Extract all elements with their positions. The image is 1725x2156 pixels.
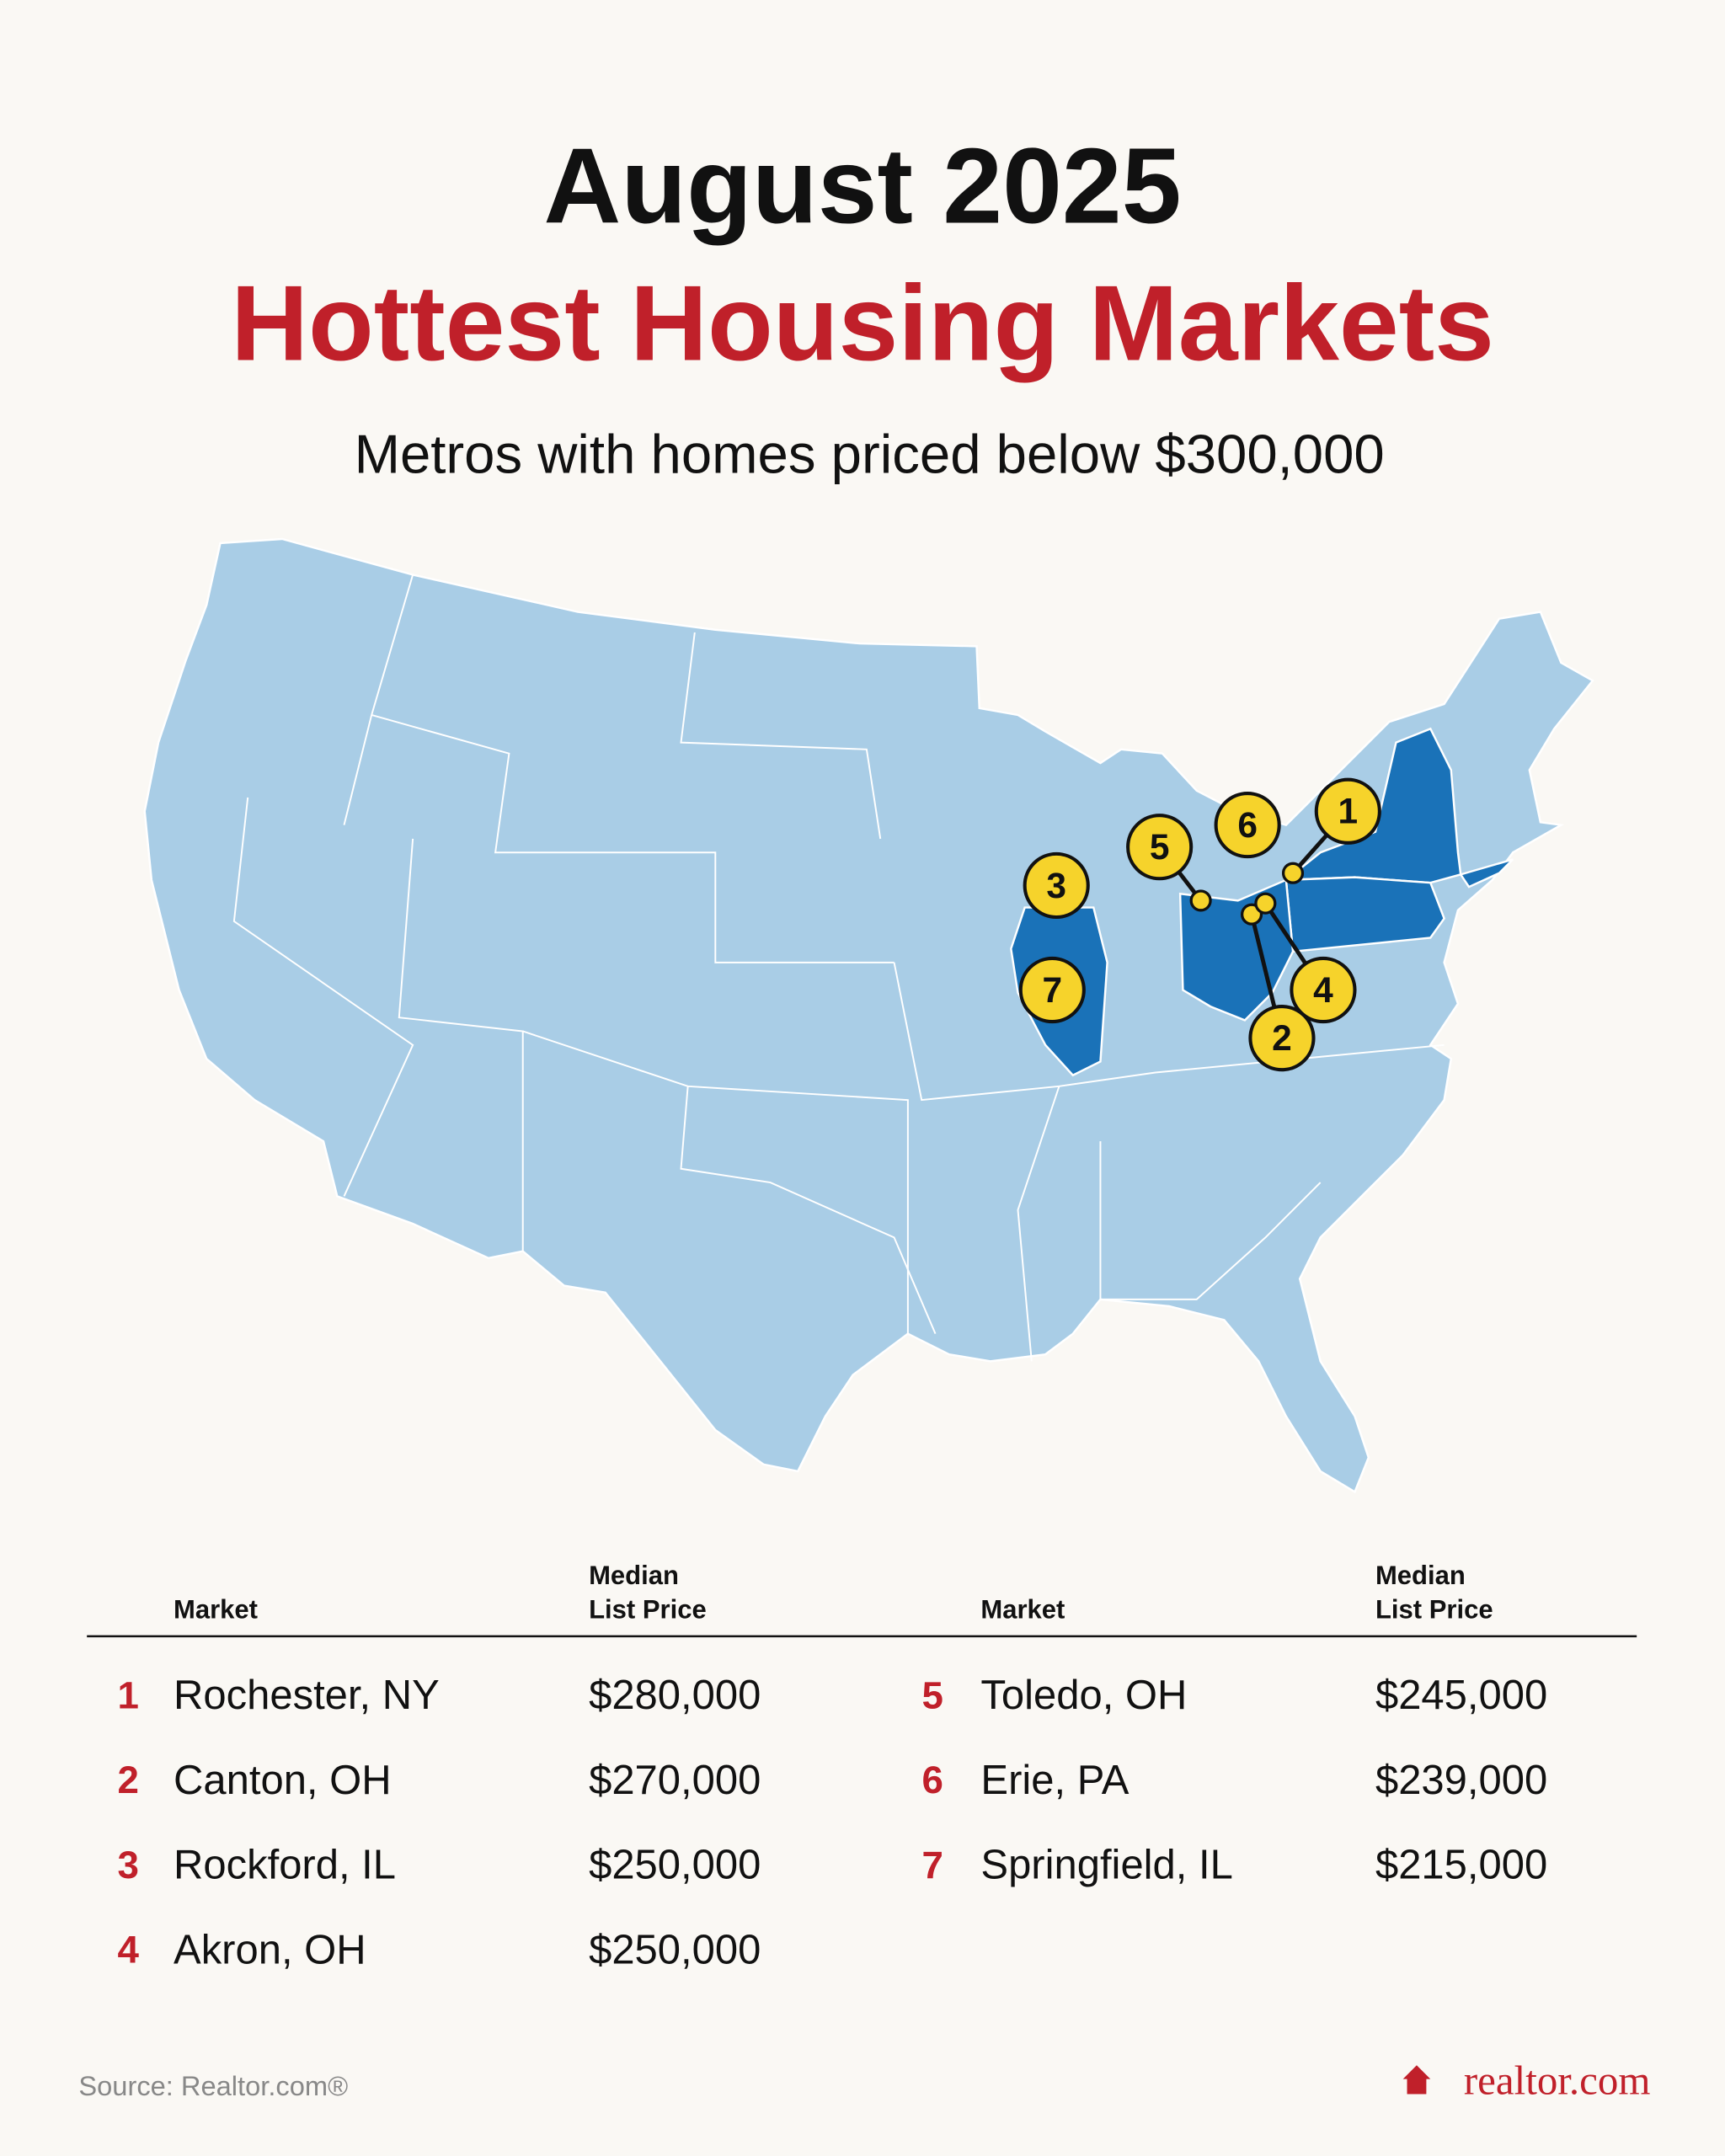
marker-dot (1281, 862, 1305, 884)
row-market: Springfield, IL (980, 1843, 1232, 1888)
marker-badge (1023, 851, 1090, 920)
row-rank: 2 (117, 1758, 138, 1801)
marker-badge (1314, 777, 1381, 845)
row-price: $215,000 (1375, 1843, 1547, 1888)
markers: 1 2 3 4 5 6 7 (1018, 777, 1381, 1072)
state-borders (232, 574, 1445, 1362)
header-price: Median (1375, 1561, 1466, 1590)
row-rank: 7 (922, 1844, 943, 1886)
marker-label: 5 (1150, 827, 1170, 867)
logo: realtor.com (1402, 2057, 1651, 2104)
row-market: Toledo, OH (980, 1673, 1187, 1718)
row-price: $245,000 (1375, 1673, 1547, 1718)
marker-badge (1214, 792, 1281, 859)
row-rank: 4 (117, 1929, 139, 1972)
row-rank: 5 (922, 1673, 943, 1716)
row-price: $250,000 (589, 1927, 761, 1972)
header-price: List Price (589, 1595, 707, 1625)
row-market: Akron, OH (174, 1927, 366, 1972)
row-rank: 3 (117, 1844, 138, 1886)
header-price: Median (589, 1561, 679, 1590)
us-map: 1 2 3 4 5 6 7 (143, 537, 1594, 1494)
title-line-2: Hottest Housing Markets (231, 264, 1494, 383)
marker-badge (1248, 1005, 1316, 1072)
row-rank: 6 (922, 1758, 943, 1801)
row-market: Canton, OH (174, 1758, 392, 1803)
marker-badge (1018, 956, 1086, 1024)
marker-badge (1126, 814, 1194, 881)
row-market: Erie, PA (980, 1758, 1129, 1803)
marker-label: 4 (1313, 970, 1333, 1010)
marker-dot (1189, 889, 1212, 912)
row-rank: 1 (117, 1673, 138, 1716)
title-line-1: August 2025 (543, 125, 1181, 245)
header-market: Market (174, 1595, 258, 1625)
us-outline (143, 537, 1594, 1494)
marker-label: 7 (1043, 970, 1063, 1010)
row-price: $239,000 (1375, 1758, 1547, 1803)
row-market: Rochester, NY (174, 1673, 440, 1718)
row-price: $280,000 (589, 1673, 761, 1718)
source: Source: Realtor.com® (78, 2070, 348, 2101)
marker-label: 6 (1237, 805, 1258, 845)
table: Market Median List Price Market Median List P… (87, 1561, 1637, 1972)
header-market: Market (980, 1595, 1065, 1625)
marker-badge (1290, 956, 1357, 1024)
logo-house (1402, 2065, 1431, 2095)
row-price: $270,000 (589, 1758, 761, 1803)
marker-label: 3 (1046, 866, 1066, 905)
subtitle: Metros with homes priced below $300,000 (355, 424, 1385, 485)
long-island (1459, 858, 1514, 889)
logo-text: realtor.com (1464, 2057, 1651, 2104)
row-price: $250,000 (589, 1843, 761, 1888)
marker-label: 1 (1338, 792, 1359, 831)
marker-dot (1254, 892, 1277, 915)
marker-label: 2 (1272, 1018, 1292, 1058)
header-price: List Price (1375, 1595, 1493, 1625)
row-market: Rockford, IL (174, 1843, 396, 1888)
